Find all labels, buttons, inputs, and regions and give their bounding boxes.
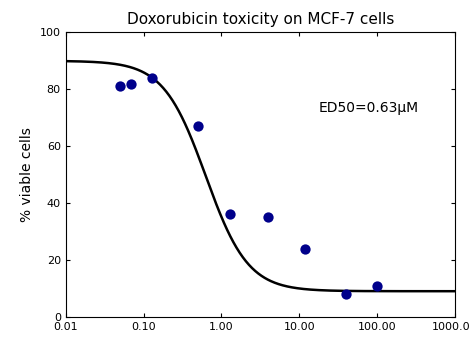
Point	[265, 214, 272, 220]
Point	[194, 123, 202, 129]
Point	[128, 81, 135, 86]
Point	[227, 212, 234, 217]
Y-axis label: % viable cells: % viable cells	[20, 127, 34, 222]
Point	[342, 291, 350, 297]
Text: ED50=0.63μM: ED50=0.63μM	[319, 101, 419, 115]
Title: Doxorubicin toxicity on MCF-7 cells: Doxorubicin toxicity on MCF-7 cells	[127, 12, 394, 27]
Point	[149, 75, 156, 81]
Point	[116, 84, 124, 89]
Point	[373, 283, 381, 288]
Point	[302, 246, 309, 251]
